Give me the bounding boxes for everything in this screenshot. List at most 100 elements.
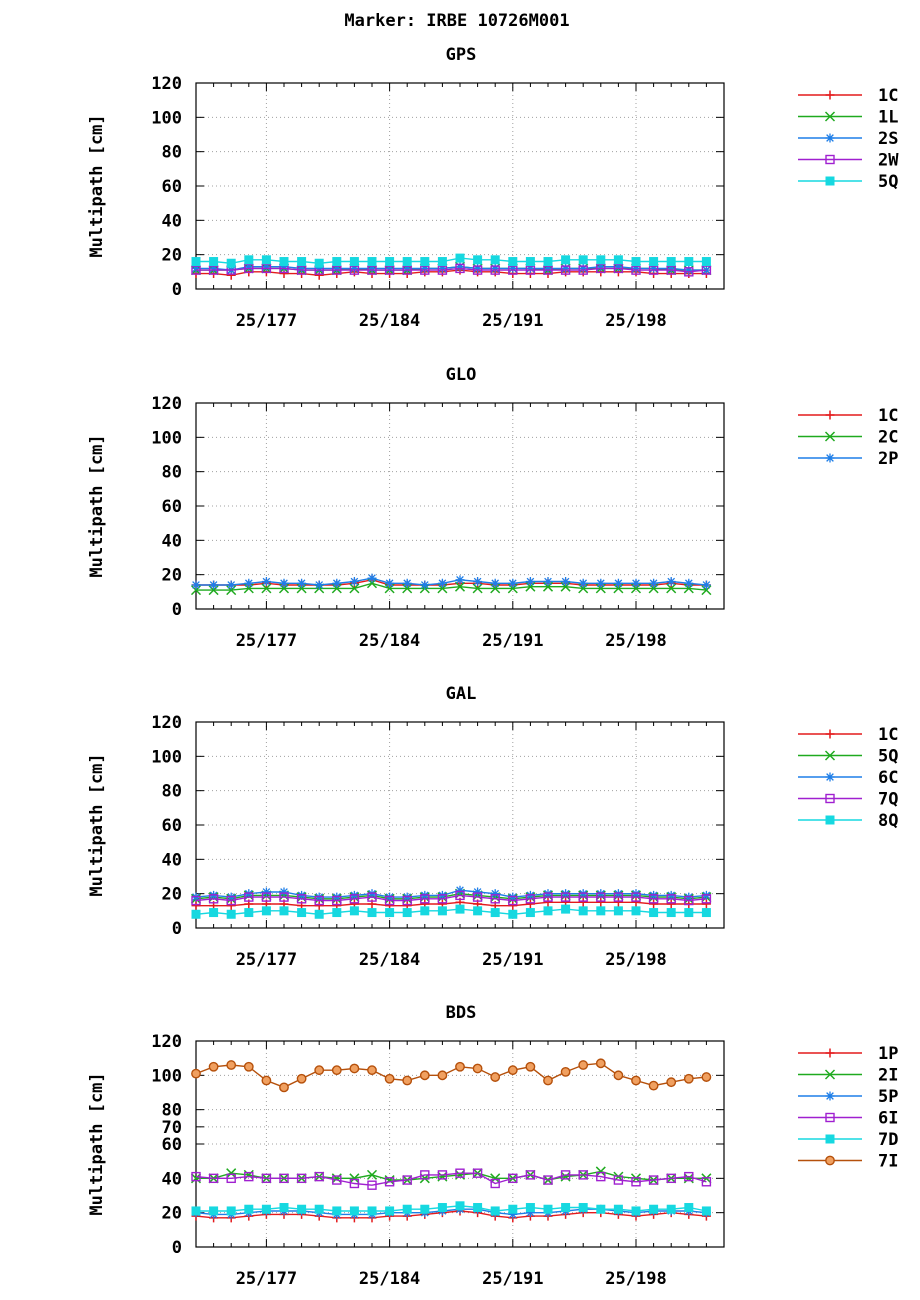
gal-data-point [490,894,500,904]
gal-data-point [279,892,289,902]
bds-data-point [472,1168,483,1178]
gps-legend-entry: 1C [798,86,898,106]
gal-legend-label: 8Q [878,811,898,831]
bds-data-point [384,1177,395,1187]
bds-data-point [666,1173,676,1184]
bds-data-point [648,1175,659,1185]
gal-legend-marker [825,793,835,804]
glo-data-point [349,583,360,594]
gal-data-point [578,906,588,916]
bds-data-point [191,1206,201,1216]
bds-y-tick-label: 120 [151,1032,182,1052]
gal-data-point [666,899,676,909]
gps-data-point [261,255,271,265]
glo-data-point [244,578,254,588]
gps-data-point [332,265,342,275]
bds-data-point [543,1175,553,1185]
gal-data-point [208,894,219,904]
gps-data-point [367,257,377,267]
gal-legend-entry: 7Q [798,790,898,810]
bds-data-point [226,1060,237,1070]
gps-legend-label: 5Q [878,172,898,192]
bds-data-point [525,1208,535,1218]
bds-legend-marker [825,1155,835,1166]
gps-data-point [684,267,694,277]
bds-data-point [367,1180,377,1190]
bds-data-point [384,1073,395,1084]
chart-panels: GPS Multipath [cm] 0 20 40 60 80 100 120 25/177 25… [87,45,899,1289]
bds-data-point [525,1061,536,1072]
gps-data-point [561,263,571,273]
gal-data-point [473,906,483,916]
gps-series-line [196,267,707,273]
glo-y-tick-label: 60 [162,497,182,517]
gal-data-point [684,895,694,906]
glo-legend-label: 2C [878,428,898,448]
gps-x-tick-label: 25/177 [236,311,297,331]
gal-legend-entry: 8Q [798,811,898,831]
gps-data-point [314,263,324,273]
gal-legend-label: 1C [878,725,898,745]
gal-data-point [560,892,571,902]
gps-legend-entry: 5Q [798,172,898,192]
gps-data-point [244,255,254,265]
bds-data-point [367,1065,377,1076]
gps-legend-entry: 2W [798,151,899,171]
gps-data-point [420,257,430,267]
gal-data-point [525,899,535,909]
bds-y-tick-label: 70 [162,1118,182,1138]
gal-legend-entry: 1C [798,725,898,745]
bds-data-point [209,1206,219,1216]
bds-data-point [684,1203,694,1213]
gps-data-point [384,265,395,275]
gal-data-point [613,897,623,907]
bds-data-point [226,1168,237,1179]
glo-y-axis-label: Multipath [cm] [87,434,107,577]
bds-data-point [208,1061,219,1072]
glo-data-point [454,581,466,592]
glo-y-tick-label: 40 [162,531,182,551]
bds-data-point [331,1065,342,1076]
bds-data-point [472,1063,483,1074]
gps-y-tick-label: 60 [162,177,182,197]
bds-data-point [473,1203,483,1213]
bds-legend-entry: 7D [798,1130,898,1150]
gps-data-point [297,257,307,267]
gal-legend-label: 6C [878,768,898,788]
glo-y-tick-label: 20 [162,566,182,586]
gal-x-tick-label: 25/198 [605,950,666,970]
bds-data-point [420,1204,430,1214]
bds-data-point [490,1206,500,1216]
gps-data-point [455,253,465,263]
gps-data-point [490,263,500,273]
bds-data-point [595,1058,606,1069]
bds-data-point [367,1206,377,1216]
glo-data-point [473,577,483,587]
gps-data-point [261,263,272,274]
glo-series-line [196,582,707,591]
bds-data-point [578,1170,588,1180]
bds-y-tick-label: 100 [151,1066,182,1086]
glo-data-point [613,578,623,588]
glo-panel: GLO Multipath [cm] 0 20 40 60 80 100 120 25/177 25… [87,365,898,651]
gps-data-point [367,263,377,273]
bds-data-point [314,1204,324,1214]
gal-data-point [701,899,711,909]
bds-data-point [349,1063,360,1074]
gal-data-point [543,892,553,902]
gal-data-point [279,887,289,897]
bds-data-point [279,1203,289,1213]
gal-y-tick-label: 40 [162,850,182,870]
bds-data-point [454,1169,466,1180]
gps-legend-marker [825,176,835,186]
gal-data-point [701,894,712,904]
gps-data-point [473,255,483,265]
gal-data-point [649,908,659,918]
gal-data-point [385,908,395,918]
gal-data-point [261,892,272,902]
gps-data-point [420,263,430,273]
bds-data-point [508,1204,518,1214]
glo-x-tick-label: 25/198 [605,631,666,651]
bds-data-point [613,1070,624,1081]
bds-legend-label: 7D [878,1130,898,1150]
